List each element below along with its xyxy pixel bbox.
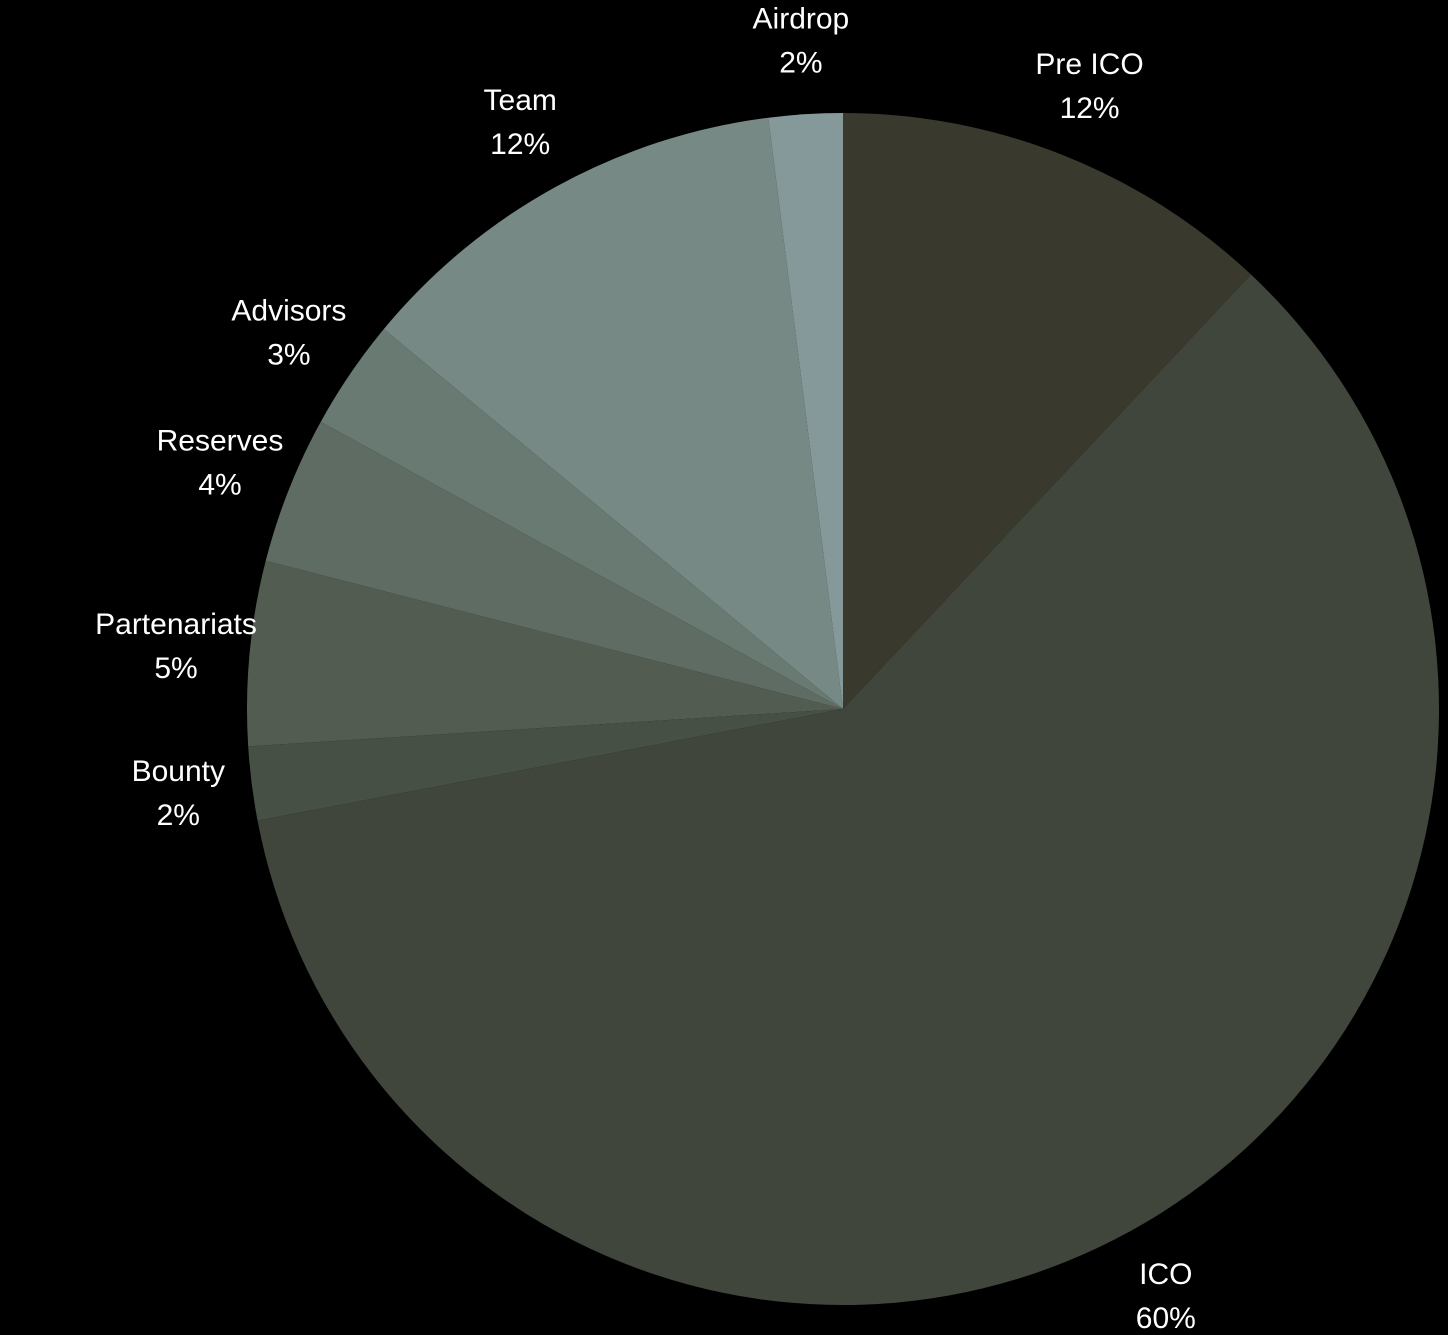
slice-label-partenariats: Partenariats 5% xyxy=(95,608,257,685)
pie-slice-advisors xyxy=(320,329,844,709)
pie-slices xyxy=(247,113,1440,1305)
slice-percent-label: 12% xyxy=(490,128,550,161)
slice-percent-label: 60% xyxy=(1136,1302,1196,1330)
slice-percent-label: 3% xyxy=(267,338,310,371)
pie-slice-ico xyxy=(257,274,1440,1305)
slice-label-ico: ICO 60% xyxy=(1136,1258,1196,1335)
slice-label-bounty: Bounty 2% xyxy=(132,755,225,832)
slice-label-airdrop: Airdrop 2% xyxy=(753,2,850,79)
pie-slice-pre-ico xyxy=(843,113,1251,709)
slice-label-reserves: Reserves 4% xyxy=(157,424,284,501)
slice-name-label: Partenariats xyxy=(95,608,257,641)
slice-percent-label: 2% xyxy=(157,799,200,832)
slice-label-advisors: Advisors 3% xyxy=(231,294,346,371)
slice-name-label: Team xyxy=(484,84,557,117)
pie-labels: Pre ICO 12% ICO 60% Bounty 2% Partenariats 5% Re… xyxy=(95,2,1196,1335)
pie-slice-bounty xyxy=(248,709,843,821)
pie-slice-reserves xyxy=(265,421,844,709)
slice-label-pre-ico: Pre ICO 12% xyxy=(1035,48,1143,125)
slice-name-label: Advisors xyxy=(231,294,346,327)
slice-percent-label: 4% xyxy=(198,468,241,501)
slice-name-label: ICO xyxy=(1139,1258,1192,1291)
pie-slice-partenariats xyxy=(247,560,843,747)
slice-percent-label: 12% xyxy=(1060,92,1120,125)
slice-label-team: Team 12% xyxy=(484,84,557,161)
slice-name-label: Airdrop xyxy=(753,2,850,35)
slice-percent-label: 2% xyxy=(779,46,822,79)
slice-name-label: Reserves xyxy=(157,424,284,457)
slice-name-label: Pre ICO xyxy=(1035,48,1143,81)
slice-percent-label: 5% xyxy=(154,652,197,685)
slice-name-label: Bounty xyxy=(132,755,225,788)
pie-slice-team xyxy=(383,117,843,709)
pie-slice-airdrop xyxy=(768,113,843,709)
